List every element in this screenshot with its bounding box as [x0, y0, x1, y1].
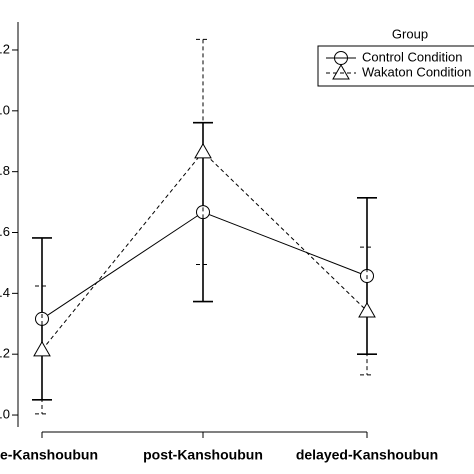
data-point: [194, 142, 212, 159]
series-line: [41, 211, 368, 320]
y-tick-label: 1.2: [0, 41, 10, 56]
y-tick-label: 0.0: [0, 406, 10, 421]
data-point: [358, 301, 376, 318]
y-tick-label: 1.0: [0, 102, 10, 117]
y-tick-label: 0.2: [0, 346, 10, 361]
y-tick-label: 0.4: [0, 285, 10, 300]
x-tick-label: pre-Kanshoubun: [0, 447, 98, 463]
legend-title: Group: [392, 26, 428, 41]
x-tick-label: post-Kanshoubun: [143, 447, 263, 463]
y-tick-label: 0.6: [0, 224, 10, 239]
data-point: [35, 311, 49, 326]
x-tick-label: delayed-Kanshoubun: [296, 447, 438, 463]
legend-label: Control Condition: [362, 49, 462, 64]
data-point: [196, 205, 210, 220]
y-tick-label: 0.8: [0, 163, 10, 178]
series-line: [41, 151, 368, 351]
legend-label: Wakaton Condition: [362, 64, 471, 79]
legend-marker: [332, 63, 350, 80]
data-point: [33, 340, 51, 357]
